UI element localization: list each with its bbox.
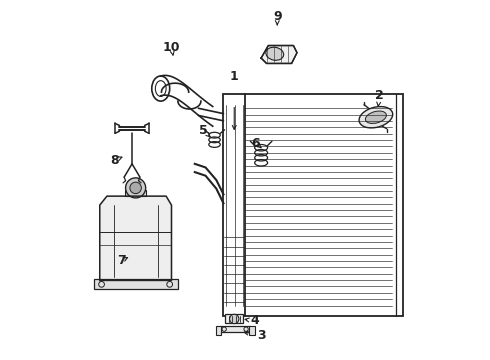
Bar: [94, 279, 178, 289]
Bar: [223, 94, 403, 316]
Bar: [220, 326, 250, 332]
Bar: [249, 326, 255, 335]
Text: 5: 5: [199, 124, 208, 137]
Text: 1: 1: [230, 69, 239, 82]
Ellipse shape: [366, 111, 387, 123]
Text: 2: 2: [375, 89, 384, 102]
Text: 10: 10: [163, 41, 180, 54]
Ellipse shape: [359, 107, 392, 128]
Bar: [225, 315, 243, 323]
Circle shape: [130, 182, 141, 194]
Text: 6: 6: [251, 136, 260, 149]
Text: 4: 4: [250, 314, 259, 328]
Text: 3: 3: [257, 329, 266, 342]
Ellipse shape: [266, 47, 284, 60]
Text: 7: 7: [117, 254, 125, 267]
Bar: [125, 190, 147, 196]
Text: 9: 9: [273, 10, 282, 23]
Circle shape: [125, 178, 146, 198]
Text: 8: 8: [110, 154, 119, 167]
Bar: [216, 326, 221, 335]
Polygon shape: [100, 196, 172, 280]
Polygon shape: [261, 45, 297, 63]
Circle shape: [230, 314, 239, 324]
